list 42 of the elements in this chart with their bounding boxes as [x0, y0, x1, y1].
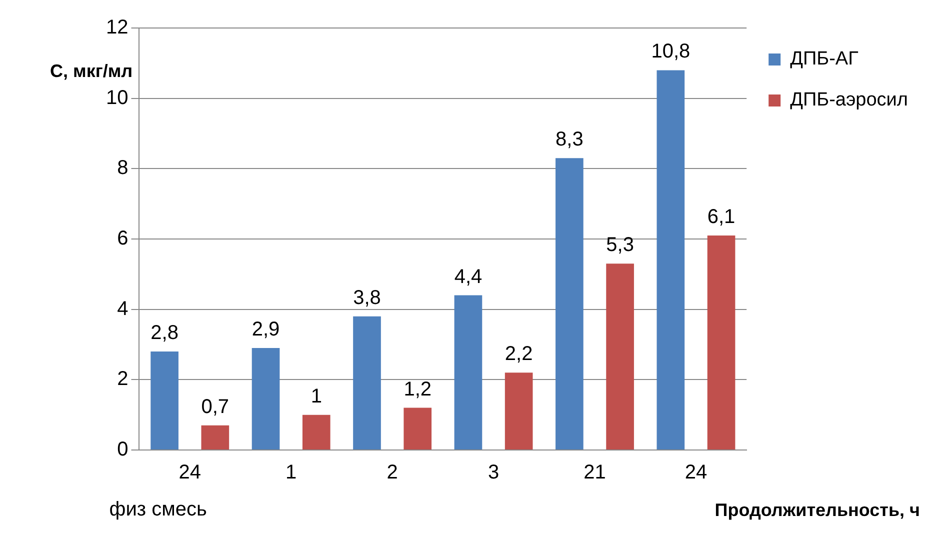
bar: [353, 316, 381, 450]
bar: [656, 70, 685, 450]
bar: [606, 264, 634, 450]
data-label: 2,8: [150, 322, 178, 344]
data-label: 1: [310, 385, 322, 408]
data-label: 6,1: [707, 206, 736, 228]
x-tick-label: 3: [488, 462, 500, 484]
y-tick-label: 4: [117, 298, 128, 320]
bar: [556, 158, 584, 450]
bar: [454, 295, 482, 450]
data-label: 2,9: [252, 318, 280, 341]
y-tick-label: 12: [106, 16, 128, 39]
bar: [252, 348, 280, 450]
x-tick-label: 2: [386, 462, 398, 484]
text: физ смесь: [109, 498, 207, 521]
x-tick-label: 21: [584, 462, 606, 484]
data-label: 0,7: [201, 396, 230, 418]
x-tick-label: 24: [684, 462, 708, 484]
bar: [707, 235, 736, 450]
data-label: 10,8: [651, 40, 690, 63]
x-tick-label: 1: [286, 462, 297, 484]
bar: [150, 352, 178, 450]
data-label: 1,2: [404, 378, 432, 400]
y-tick-label: 2: [117, 368, 128, 390]
y-tick-label: 0: [117, 438, 128, 461]
bar: [404, 408, 432, 450]
data-label: 5,3: [606, 234, 634, 256]
bar: [302, 414, 330, 450]
x-tick-label: 24: [178, 462, 201, 484]
data-label: 8,3: [556, 128, 584, 151]
bar: [504, 372, 533, 450]
legend-label: ДПБ-АГ: [790, 48, 858, 70]
x-axis-title: Продолжительность, ч: [714, 500, 920, 520]
bar: [201, 425, 230, 450]
data-label: 4,4: [454, 266, 482, 288]
y-tick-label: 10: [106, 86, 128, 109]
y-tick-label: 6: [117, 228, 128, 250]
y-axis-title: C, мкг/мл: [50, 60, 133, 81]
y-tick-label: 8: [117, 157, 128, 180]
data-label: 3,8: [353, 286, 381, 309]
data-label: 2,2: [504, 343, 533, 366]
legend-label: ДПБ-аэросил: [790, 90, 908, 111]
